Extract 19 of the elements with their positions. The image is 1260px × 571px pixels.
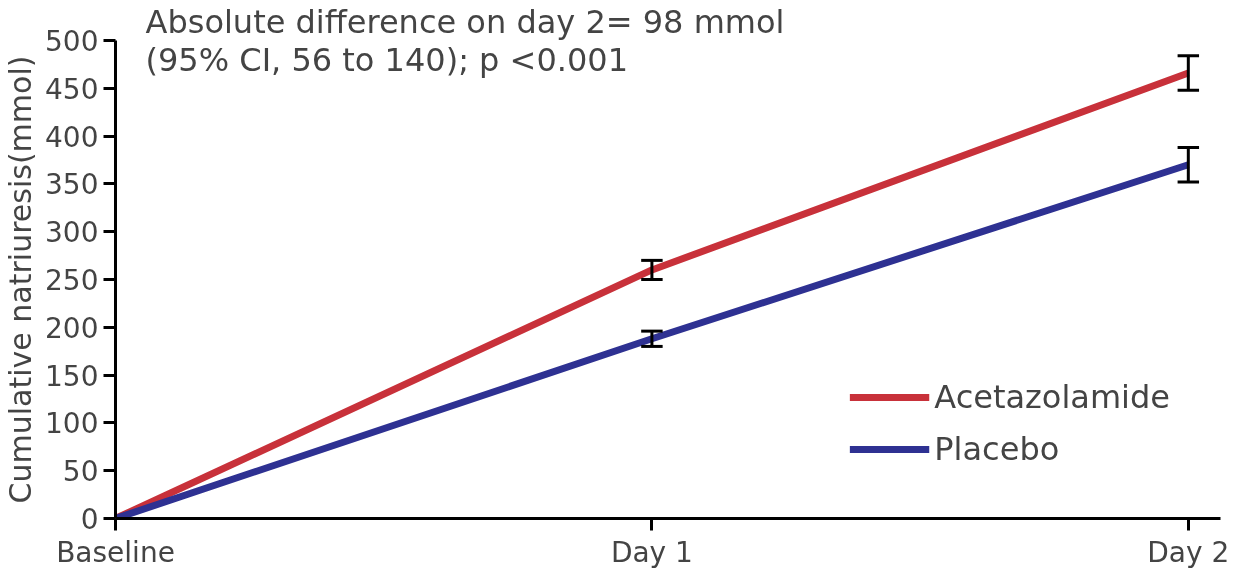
legend-label: Placebo <box>934 430 1060 468</box>
y-tick-label: 50 <box>62 455 99 489</box>
x-tick-label: Day 1 <box>610 535 693 569</box>
y-tick-label: 0 <box>80 503 99 536</box>
x-tick-label: Day 2 <box>1147 535 1230 569</box>
annotation: (95% CI, 56 to 140); p <0.001 <box>145 40 629 79</box>
y-tick-label: 100 <box>45 407 99 441</box>
y-tick-label: 300 <box>45 216 99 250</box>
x-tick-label: Baseline <box>56 535 175 569</box>
text: Absolute difference on day 2= 98 mmol <box>145 2 785 41</box>
y-tick-label: 200 <box>45 311 99 345</box>
y-tick-label: 250 <box>45 264 99 297</box>
y-tick-label: 150 <box>45 359 99 393</box>
y-tick-label: 400 <box>45 120 99 154</box>
y-tick-label: 350 <box>45 168 99 202</box>
y-axis-title: Cumulative natriuresis(mmol) <box>3 55 39 504</box>
legend-label: Acetazolamide <box>934 378 1170 416</box>
y-tick-label: 500 <box>45 25 99 58</box>
y-tick-label: 450 <box>45 72 99 106</box>
